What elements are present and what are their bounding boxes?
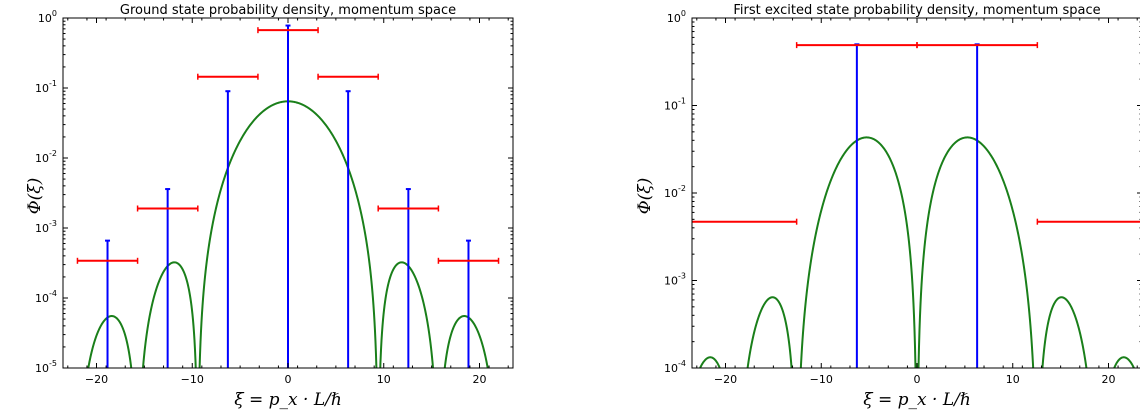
y-tick-label: 100: [38, 9, 57, 25]
x-tick-label: 0: [285, 373, 292, 386]
x-tick-label: 10: [1006, 373, 1020, 386]
plot-area: [692, 42, 1140, 368]
x-tick-label: 20: [1101, 373, 1115, 386]
y-tick-label: 10-1: [664, 97, 686, 113]
x-tick-label: 20: [472, 373, 486, 386]
y-tick-label: 10-1: [35, 79, 57, 95]
plot-area: [63, 24, 513, 368]
chart-title: Ground state probability density, moment…: [120, 3, 456, 18]
x-tick-label: −10: [181, 373, 204, 386]
y-axis-label: Φ(ξ): [25, 178, 45, 215]
y-tick-label: 10-3: [35, 219, 57, 235]
y-tick-label: 10-3: [664, 272, 686, 288]
y-tick-label: 10-2: [35, 149, 57, 165]
y-tick-label: 10-2: [664, 184, 686, 200]
x-axis-label: ξ = p_x · L/ℏ: [863, 390, 971, 410]
x-tick-label: 0: [914, 373, 921, 386]
y-tick-label: 10-4: [35, 289, 57, 305]
chart-title: First excited state probability density,…: [733, 3, 1100, 18]
y-tick-label: 100: [667, 9, 686, 25]
density-curve: [698, 136, 1136, 368]
y-tick-label: 10-4: [664, 359, 686, 375]
x-tick-label: −10: [810, 373, 833, 386]
x-tick-label: −20: [714, 373, 737, 386]
chart-first-excited-state: First excited state probability density,…: [635, 3, 1140, 410]
y-tick-label: 10-5: [35, 359, 57, 375]
x-axis-label: ξ = p_x · L/ℏ: [234, 390, 342, 410]
x-tick-label: −20: [85, 373, 108, 386]
x-tick-label: 10: [377, 373, 391, 386]
chart-ground-state: Ground state probability density, moment…: [25, 3, 514, 410]
y-axis-label: Φ(ξ): [635, 178, 655, 215]
